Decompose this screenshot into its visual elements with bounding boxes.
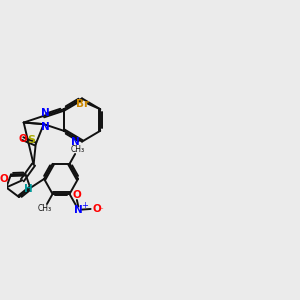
- Text: O: O: [18, 134, 27, 144]
- Text: H: H: [24, 184, 33, 194]
- Text: CH₃: CH₃: [37, 204, 52, 213]
- Text: N: N: [71, 136, 80, 147]
- Text: N: N: [41, 109, 50, 118]
- Text: ⁻: ⁻: [98, 206, 103, 215]
- Text: O: O: [0, 174, 8, 184]
- Text: O: O: [92, 204, 101, 214]
- Text: O: O: [73, 190, 81, 200]
- Text: CH₃: CH₃: [71, 145, 85, 154]
- Text: Br: Br: [76, 99, 89, 109]
- Text: N: N: [41, 122, 50, 131]
- Text: N: N: [74, 205, 83, 214]
- Text: S: S: [28, 135, 36, 145]
- Text: +: +: [81, 202, 88, 211]
